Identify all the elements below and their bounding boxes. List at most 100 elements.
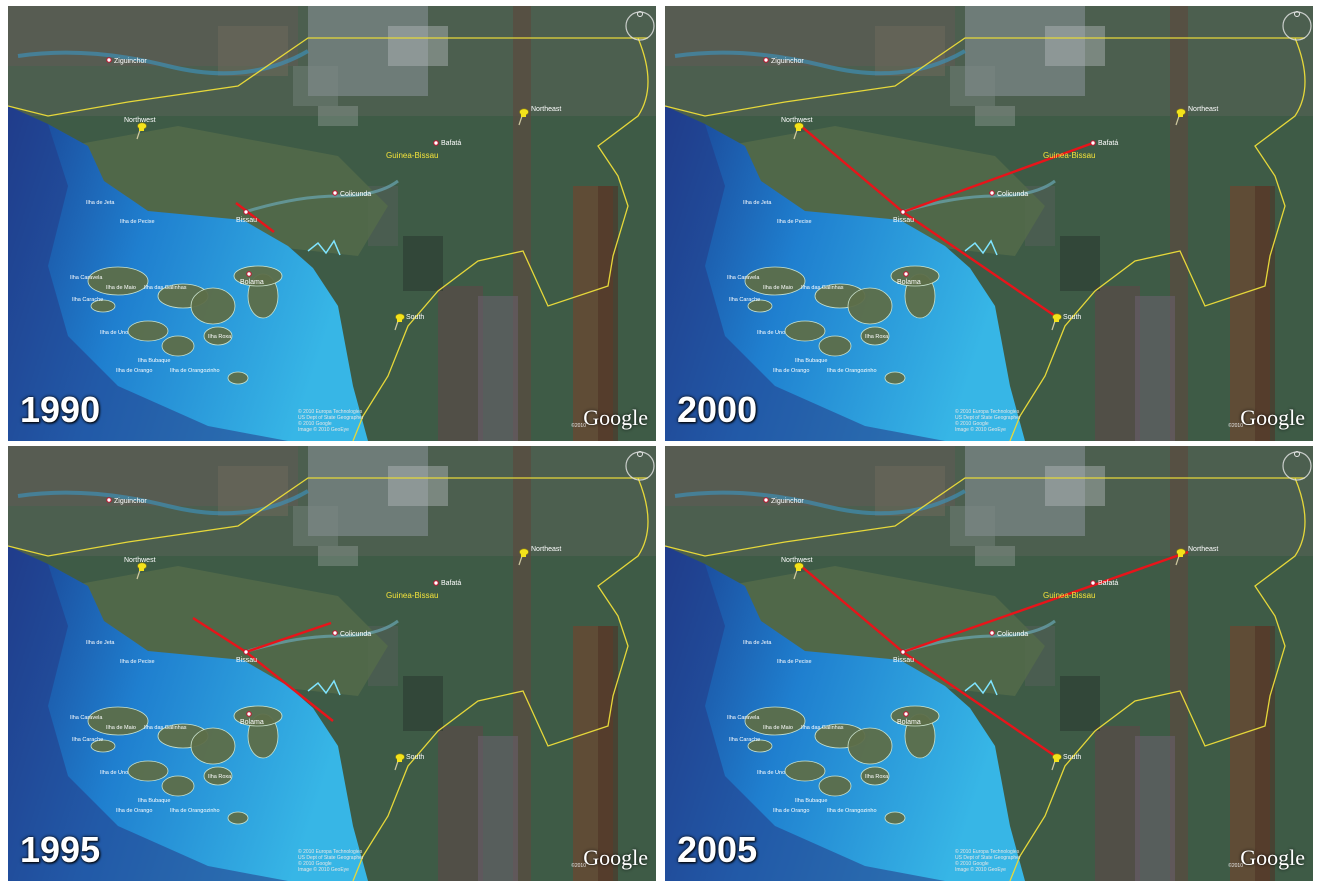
imagery-tile — [403, 236, 443, 291]
pushpin-body — [139, 567, 144, 571]
imagery-tile — [975, 106, 1015, 126]
compass-icon[interactable] — [625, 11, 655, 41]
place-label-ilha-das-galinhas: Ilha das Galinhas — [144, 725, 187, 731]
island — [890, 265, 940, 287]
island — [161, 335, 195, 357]
pushpin-icon[interactable] — [793, 122, 804, 140]
pushpin-icon[interactable] — [518, 548, 529, 566]
pushpin-icon[interactable] — [1051, 753, 1062, 771]
border-line — [1009, 477, 1306, 881]
place-label-ilha-caravela: Ilha Caravela — [70, 715, 103, 721]
place-label-northwest: Northwest — [781, 117, 813, 124]
island — [227, 811, 249, 825]
imagery-tile — [875, 466, 945, 516]
place-label-ilha-de-jeta: Ilha de Jeta — [743, 200, 772, 206]
place-label-ilha-de-maio: Ilha de Maio — [106, 725, 136, 731]
pushpin-icon[interactable] — [136, 562, 147, 580]
imagery-tile — [1255, 626, 1275, 881]
imagery-tile — [1095, 726, 1140, 881]
imagery-tile — [293, 66, 338, 106]
satellite-map[interactable]: Ziguinchor Northwest Northeast BafatáGuinea… — [665, 6, 1313, 441]
pushpin-body — [139, 127, 144, 131]
place-label-bolama: Bolama — [240, 719, 264, 726]
link-line-northwest — [800, 125, 904, 213]
place-label-colicunda: Colicunda — [340, 631, 371, 638]
compass-icon[interactable] — [1282, 11, 1312, 41]
river — [674, 489, 967, 516]
island — [203, 326, 233, 346]
island — [203, 766, 233, 786]
pushpin-icon[interactable] — [394, 753, 405, 771]
link-line — [245, 621, 332, 654]
pushpin-icon[interactable] — [1051, 313, 1062, 331]
imagery-tile — [1255, 186, 1275, 441]
attribution-line: © 2010 Google — [298, 861, 332, 867]
attribution: © 2010 Europa Technologies US Dept of St… — [298, 849, 364, 873]
place-label-ilha-caravela: Ilha Caravela — [727, 715, 760, 721]
river-delta — [964, 679, 998, 696]
attribution-line: Image © 2010 GeoEye — [298, 867, 349, 873]
attribution-line: Image © 2010 GeoEye — [955, 427, 1006, 433]
pushpin-icon[interactable] — [1175, 548, 1186, 566]
island — [747, 299, 773, 313]
imagery-tile — [478, 736, 518, 881]
compass-icon[interactable] — [625, 451, 655, 481]
imagery-tile — [1135, 736, 1175, 881]
place-label-northeast: Northeast — [1188, 106, 1218, 113]
satellite-map[interactable]: Ziguinchor Northwest Northeast BafatáGuinea… — [8, 6, 656, 441]
island — [233, 265, 283, 287]
place-label-ilha-de-uno: Ilha de Uno — [757, 330, 785, 336]
city-dot — [243, 209, 249, 215]
place-label-ilha-roxa: Ilha Roxa — [865, 334, 889, 340]
satellite-map[interactable]: Ziguinchor Northwest Northeast BafatáGuinea… — [8, 446, 656, 881]
island — [161, 775, 195, 797]
place-label-northwest: Northwest — [124, 557, 156, 564]
pushpin-body — [521, 113, 526, 117]
island — [227, 371, 249, 385]
place-label-ilha-das-galinhas: Ilha das Galinhas — [144, 285, 187, 291]
imagery-tile — [318, 106, 358, 126]
imagery-tile — [965, 446, 1085, 536]
place-label-ilha-de-jeta: Ilha de Jeta — [86, 640, 115, 646]
link-line-south — [902, 211, 1059, 319]
satellite-map[interactable]: Ziguinchor Northwest Northeast BafatáGuinea… — [665, 446, 1313, 881]
link-line — [235, 202, 275, 233]
place-label-bafata: Bafatá — [441, 580, 461, 587]
pushpin-body — [1054, 758, 1059, 762]
place-label-ilha-bubaque: Ilha Bubaque — [138, 798, 170, 804]
place-label-ilha-bubaque: Ilha Bubaque — [795, 358, 827, 364]
place-label-ilha-caravela: Ilha Caravela — [70, 275, 103, 281]
city-dot — [106, 57, 112, 63]
pushpin-body — [397, 318, 402, 322]
city-dot — [989, 630, 995, 636]
city-dot — [332, 190, 338, 196]
coastal-land — [68, 126, 388, 256]
imagery-tile — [950, 506, 995, 546]
place-label-south: South — [406, 754, 424, 761]
border-line — [8, 37, 648, 117]
pushpin-body — [1178, 553, 1183, 557]
pushpin-icon[interactable] — [136, 122, 147, 140]
place-label-ilha-das-galinhas: Ilha das Galinhas — [801, 725, 844, 731]
pushpin-icon[interactable] — [793, 562, 804, 580]
pushpin-icon[interactable] — [518, 108, 529, 126]
island — [127, 320, 169, 342]
place-label-bafata: Bafatá — [1098, 140, 1118, 147]
place-label-ziguinchor: Ziguinchor — [114, 58, 147, 65]
imagery-tile — [308, 446, 428, 536]
map-panel: Ziguinchor Northwest Northeast Bafatá Guinea… — [665, 446, 1313, 881]
place-label-bafata: Bafatá — [441, 140, 461, 147]
place-label-ilha-caravela: Ilha Caravela — [727, 275, 760, 281]
imagery-tile — [950, 66, 995, 106]
place-label-ilha-de-orangozinho: Ilha de Orangozinho — [170, 808, 220, 814]
imagery-tile — [1045, 466, 1105, 506]
copyright-year: ©2010 — [1228, 423, 1243, 429]
compass-icon[interactable] — [1282, 451, 1312, 481]
imagery-tile — [975, 546, 1015, 566]
island — [860, 766, 890, 786]
pushpin-icon[interactable] — [1175, 108, 1186, 126]
pushpin-icon[interactable] — [394, 313, 405, 331]
place-label-ilha-de-orango: Ilha de Orango — [773, 808, 809, 814]
imagery-tile — [1045, 26, 1105, 66]
river-delta — [307, 679, 341, 696]
